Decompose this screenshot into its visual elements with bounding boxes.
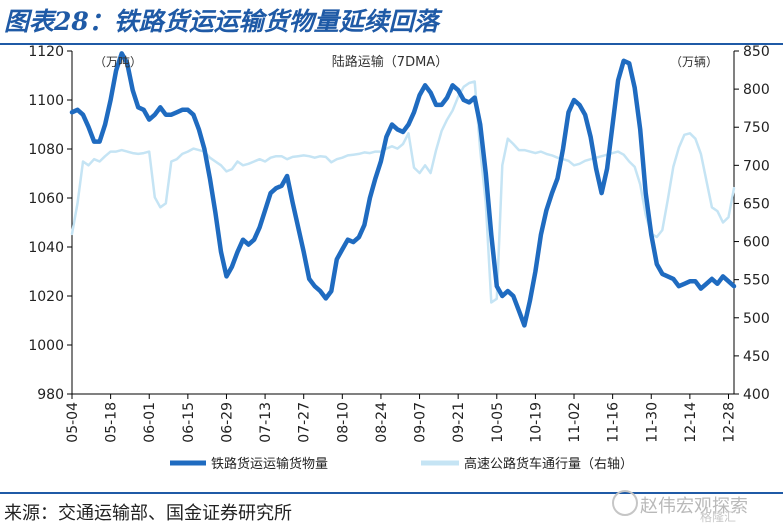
x-tick-label: 09-07 bbox=[413, 402, 429, 443]
right-tick-label: 550 bbox=[743, 273, 770, 289]
figure-title: 图表28：铁路货运运输货物量延续回落 bbox=[4, 7, 439, 36]
legend-label-highway: 高速公路货车通行量（右轴） bbox=[464, 456, 633, 472]
right-tick-label: 750 bbox=[743, 120, 770, 136]
chart-series bbox=[69, 51, 737, 328]
wechat-logo-icon bbox=[612, 490, 638, 516]
chart-axes: 980 1000 1020 1040 1060 1080 1100 1120 400 450 500… bbox=[28, 44, 769, 443]
right-axis-unit: （万辆） bbox=[670, 55, 718, 69]
x-tick-label: 11-02 bbox=[567, 402, 583, 443]
right-tick-label: 400 bbox=[743, 387, 770, 403]
right-tick-label: 850 bbox=[743, 44, 770, 60]
x-tick-label: 06-15 bbox=[181, 402, 197, 443]
x-tick-label: 07-13 bbox=[258, 402, 274, 443]
line-chart: 980 1000 1020 1040 1060 1080 1100 1120 400 450 500… bbox=[28, 44, 769, 472]
footer-rule bbox=[0, 492, 783, 494]
x-tick-label: 11-16 bbox=[606, 402, 622, 443]
title-rule bbox=[0, 43, 783, 45]
left-tick-label: 1120 bbox=[28, 44, 64, 60]
left-tick-label: 1080 bbox=[28, 142, 64, 158]
watermark: 赵伟宏观探索 bbox=[640, 496, 748, 517]
left-tick-label: 1020 bbox=[28, 289, 64, 305]
legend-label-rail: 铁路货运运输货物量 bbox=[211, 456, 328, 472]
x-tick-label: 07-27 bbox=[297, 402, 313, 443]
left-axis-unit: （万吨） bbox=[94, 55, 142, 69]
x-tick-label: 09-21 bbox=[451, 402, 467, 443]
x-tick-label: 10-05 bbox=[490, 402, 506, 443]
x-tick-label: 06-01 bbox=[142, 402, 158, 443]
left-tick-label: 1060 bbox=[28, 191, 64, 207]
right-tick-label: 600 bbox=[743, 235, 770, 251]
left-tick-label: 980 bbox=[37, 387, 64, 403]
x-tick-label: 06-29 bbox=[219, 402, 235, 443]
left-tick-label: 1000 bbox=[28, 338, 64, 354]
x-tick-label: 12-14 bbox=[683, 402, 699, 443]
x-tick-label: 10-19 bbox=[528, 402, 544, 443]
right-tick-label: 800 bbox=[743, 82, 770, 98]
x-tick-label: 05-04 bbox=[65, 402, 81, 443]
x-tick-label: 08-10 bbox=[335, 402, 351, 443]
chart-legend: 铁路货运运输货物量 高速公路货车通行量（右轴） bbox=[170, 456, 633, 472]
right-tick-label: 700 bbox=[743, 158, 770, 174]
source-note: 来源：交通运输部、国金证券研究所 bbox=[4, 503, 292, 524]
right-tick-label: 650 bbox=[743, 196, 770, 212]
chart-title: 陆路运输（7DMA） bbox=[332, 54, 448, 70]
right-tick-label: 450 bbox=[743, 349, 770, 365]
x-tick-label: 12-28 bbox=[721, 402, 737, 443]
x-tick-label: 11-30 bbox=[644, 402, 660, 443]
x-tick-label: 05-18 bbox=[104, 402, 120, 443]
rail-series-line bbox=[69, 51, 737, 328]
left-tick-label: 1100 bbox=[28, 93, 64, 109]
x-tick-label: 08-24 bbox=[374, 402, 390, 443]
left-tick-label: 1040 bbox=[28, 240, 64, 256]
right-tick-label: 500 bbox=[743, 311, 770, 327]
highway-series-line bbox=[70, 80, 736, 304]
watermark-sub: 格隆汇 bbox=[700, 510, 737, 524]
